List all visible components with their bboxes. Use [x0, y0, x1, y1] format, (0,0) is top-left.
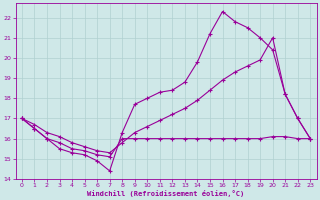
X-axis label: Windchill (Refroidissement éolien,°C): Windchill (Refroidissement éolien,°C) — [87, 190, 245, 197]
